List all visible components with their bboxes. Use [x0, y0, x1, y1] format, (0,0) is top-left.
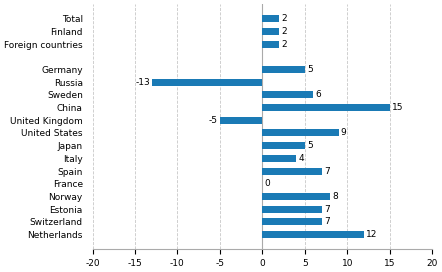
Bar — [263, 129, 339, 137]
Bar — [263, 218, 322, 225]
Bar — [263, 206, 322, 213]
Text: 12: 12 — [366, 230, 378, 239]
Text: 2: 2 — [282, 40, 287, 49]
Bar — [263, 28, 279, 35]
Bar — [263, 168, 322, 175]
Text: 2: 2 — [282, 14, 287, 23]
Bar — [263, 142, 305, 149]
Bar — [263, 41, 279, 48]
Text: 8: 8 — [332, 192, 338, 201]
Text: 7: 7 — [324, 217, 330, 226]
Text: 7: 7 — [324, 205, 330, 214]
Bar — [263, 104, 390, 111]
Text: 5: 5 — [307, 141, 312, 150]
Bar — [263, 193, 330, 200]
Bar — [263, 91, 313, 98]
Text: -5: -5 — [209, 116, 218, 125]
Text: 5: 5 — [307, 65, 312, 74]
Bar — [263, 66, 305, 73]
Bar — [152, 79, 263, 86]
Text: 7: 7 — [324, 166, 330, 175]
Text: 4: 4 — [298, 154, 304, 163]
Text: 6: 6 — [316, 90, 321, 100]
Bar — [263, 15, 279, 22]
Text: 0: 0 — [264, 179, 270, 188]
Bar — [263, 155, 296, 162]
Text: 2: 2 — [282, 27, 287, 36]
Text: 15: 15 — [392, 103, 403, 112]
Bar — [220, 117, 263, 124]
Bar — [263, 231, 364, 238]
Text: 9: 9 — [341, 128, 347, 137]
Text: -13: -13 — [135, 78, 150, 87]
